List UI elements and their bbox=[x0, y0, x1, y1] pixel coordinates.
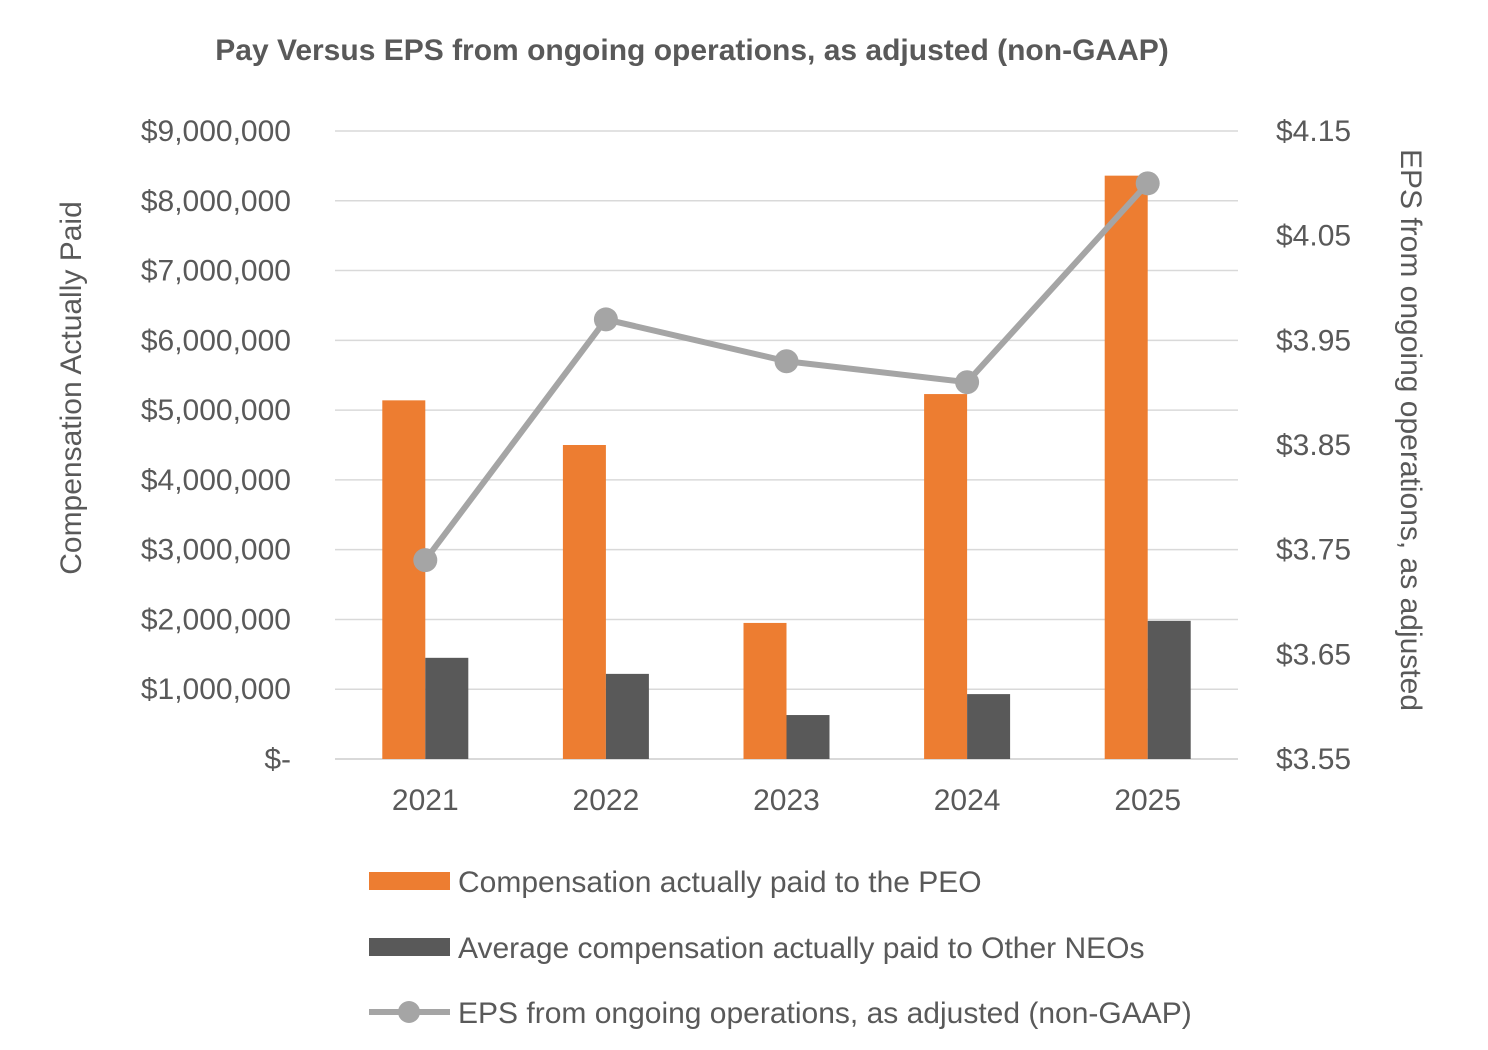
legend-item-eps: EPS from ongoing operations, as adjusted… bbox=[369, 997, 1192, 1030]
legend-label-eps: EPS from ongoing operations, as adjusted… bbox=[458, 997, 1192, 1030]
legend-swatch-peo bbox=[369, 872, 450, 890]
eps-point bbox=[413, 548, 438, 573]
legend-marker-eps bbox=[398, 1001, 420, 1023]
eps-point bbox=[955, 370, 980, 395]
left-axis-tick-label: $7,000,000 bbox=[141, 255, 291, 288]
bar-peo bbox=[562, 445, 606, 759]
left-axis-tick-label: $2,000,000 bbox=[141, 603, 291, 636]
bar-peo bbox=[382, 400, 426, 759]
bar-other-neos bbox=[605, 673, 649, 759]
right-axis-tick-label: $3.95 bbox=[1276, 324, 1351, 357]
right-axis-tick-label: $3.55 bbox=[1276, 743, 1351, 776]
chart-title: Pay Versus EPS from ongoing operations, … bbox=[215, 34, 1168, 67]
legend-item-other-neos: Average compensation actually paid to Ot… bbox=[369, 932, 1144, 965]
x-axis-tick-label: 2024 bbox=[934, 784, 1001, 817]
bar-other-neos bbox=[425, 657, 469, 759]
left-axis-tick-label: $9,000,000 bbox=[141, 115, 291, 148]
left-axis-tick-label: $4,000,000 bbox=[141, 464, 291, 497]
right-axis-tick-label: $3.75 bbox=[1276, 534, 1351, 567]
right-axis-tick-labels: $3.55 $3.65 $3.75 $3.85 $3.95 $4.05 $4.15 bbox=[1276, 115, 1351, 776]
x-axis-tick-label: 2021 bbox=[392, 784, 459, 817]
left-axis-tick-label: $5,000,000 bbox=[141, 394, 291, 427]
right-axis-tick-label: $3.65 bbox=[1276, 638, 1351, 671]
left-axis-tick-label: $6,000,000 bbox=[141, 324, 291, 357]
x-axis-tick-label: 2022 bbox=[573, 784, 640, 817]
bar-other-neos bbox=[1147, 620, 1191, 759]
bars bbox=[382, 175, 1191, 759]
bar-other-neos bbox=[786, 715, 830, 759]
bar-peo bbox=[1104, 175, 1148, 759]
x-axis-tick-labels: 2021 2022 2023 2024 2025 bbox=[392, 784, 1181, 817]
left-axis-tick-label: $1,000,000 bbox=[141, 673, 291, 706]
left-axis-tick-labels: $- $1,000,000 $2,000,000 $3,000,000 $4,000,0… bbox=[141, 115, 291, 776]
right-axis-tick-label: $3.85 bbox=[1276, 429, 1351, 462]
gridlines bbox=[335, 130, 1238, 760]
left-axis-title: Compensation Actually Paid bbox=[55, 201, 88, 575]
eps-line bbox=[413, 171, 1160, 573]
eps-point bbox=[774, 349, 799, 374]
x-axis-tick-label: 2025 bbox=[1114, 784, 1181, 817]
legend: Compensation actually paid to the PEO Av… bbox=[369, 866, 1192, 1030]
right-axis-tick-label: $4.15 bbox=[1276, 115, 1351, 148]
x-axis-tick-label: 2023 bbox=[753, 784, 820, 817]
right-axis-title: EPS from ongoing operations, as adjusted bbox=[1394, 149, 1427, 711]
eps-point bbox=[1135, 171, 1160, 196]
legend-swatch-other-neos bbox=[369, 938, 450, 956]
left-axis-tick-label: $3,000,000 bbox=[141, 534, 291, 567]
legend-item-peo: Compensation actually paid to the PEO bbox=[369, 866, 982, 899]
left-axis-tick-label: $8,000,000 bbox=[141, 185, 291, 218]
eps-point bbox=[593, 307, 618, 332]
bar-other-neos bbox=[967, 694, 1011, 759]
legend-label-peo: Compensation actually paid to the PEO bbox=[458, 866, 982, 899]
right-axis-tick-label: $4.05 bbox=[1276, 220, 1351, 253]
legend-label-other-neos: Average compensation actually paid to Ot… bbox=[458, 932, 1144, 965]
left-axis-tick-label: $- bbox=[264, 743, 291, 776]
bar-peo bbox=[924, 394, 968, 759]
bar-peo bbox=[743, 622, 787, 759]
